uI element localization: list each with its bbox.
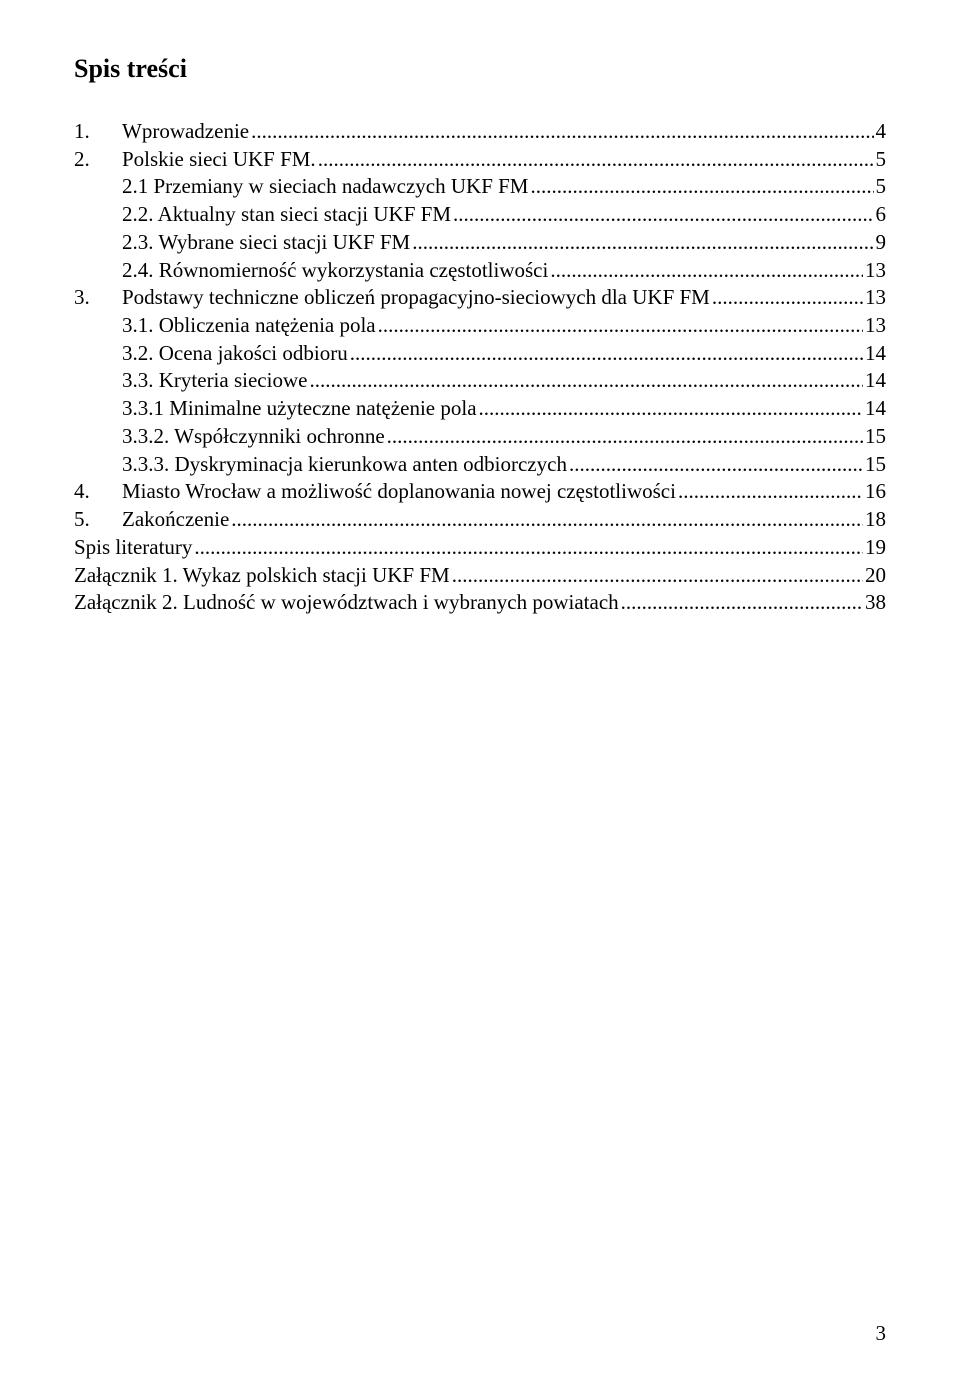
toc-entry-page: 18 (865, 506, 886, 534)
toc-entry: 3.3.3. Dyskryminacja kierunkowa anten od… (74, 451, 886, 479)
toc-entry: Załącznik 1. Wykaz polskich stacji UKF F… (74, 562, 886, 590)
toc-entry-page: 16 (865, 478, 886, 506)
toc-entry-page: 14 (865, 367, 886, 395)
toc-entry-label: 2.3. Wybrane sieci stacji UKF FM (122, 229, 410, 257)
toc-entry-title: Zakończenie (122, 507, 229, 531)
toc-leader-dots (712, 284, 863, 312)
toc-entry: 3.3.1 Minimalne użyteczne natężenie pola… (74, 395, 886, 423)
toc-leader-dots (412, 229, 873, 257)
toc-leader-dots (621, 589, 863, 617)
toc-entry-page: 15 (865, 423, 886, 451)
toc-entry-label: 3.3.1 Minimalne użyteczne natężenie pola (122, 395, 477, 423)
table-of-contents: 1.Wprowadzenie42.Polskie sieci UKF FM.52… (74, 118, 886, 617)
toc-entry-label: 3.3.2. Współczynniki ochronne (122, 423, 385, 451)
toc-entry-page: 20 (865, 562, 886, 590)
toc-entry-number: 1. (74, 118, 122, 146)
toc-leader-dots (231, 506, 863, 534)
toc-entry-number: 5. (74, 506, 122, 534)
toc-entry-label: 3.Podstawy techniczne obliczeń propagacy… (74, 284, 710, 312)
toc-entry-label: Załącznik 2. Ludność w województwach i w… (74, 589, 619, 617)
toc-entry-label: 5.Zakończenie (74, 506, 229, 534)
toc-entry-label: 3.3.3. Dyskryminacja kierunkowa anten od… (122, 451, 567, 479)
toc-leader-dots (194, 534, 863, 562)
toc-leader-dots (569, 451, 863, 479)
toc-entry: 3.1. Obliczenia natężenia pola 13 (74, 312, 886, 340)
toc-entry-title: Polskie sieci UKF FM. (122, 147, 316, 171)
toc-entry: 3.Podstawy techniczne obliczeń propagacy… (74, 284, 886, 312)
toc-leader-dots (318, 146, 874, 174)
toc-entry-number: 4. (74, 478, 122, 506)
toc-entry-page: 38 (865, 589, 886, 617)
toc-entry: 3.2. Ocena jakości odbioru 14 (74, 340, 886, 368)
toc-entry: 3.3.2. Współczynniki ochronne 15 (74, 423, 886, 451)
toc-entry-number: 3. (74, 284, 122, 312)
toc-entry-page: 14 (865, 395, 886, 423)
toc-entry-label: 3.1. Obliczenia natężenia pola (122, 312, 376, 340)
toc-leader-dots (453, 201, 874, 229)
toc-entry: 2.1 Przemiany w sieciach nadawczych UKF … (74, 173, 886, 201)
toc-entry: 2.3. Wybrane sieci stacji UKF FM 9 (74, 229, 886, 257)
toc-entry-page: 5 (876, 173, 887, 201)
toc-entry-page: 13 (865, 284, 886, 312)
toc-entry-number: 2. (74, 146, 122, 174)
toc-entry: 3.3. Kryteria sieciowe 14 (74, 367, 886, 395)
toc-leader-dots (452, 562, 863, 590)
toc-entry: 2.4. Równomierność wykorzystania częstot… (74, 257, 886, 285)
toc-leader-dots (309, 367, 863, 395)
toc-leader-dots (350, 340, 863, 368)
toc-entry-page: 19 (865, 534, 886, 562)
toc-entry-label: 4.Miasto Wrocław a możliwość doplanowani… (74, 478, 676, 506)
toc-entry-page: 15 (865, 451, 886, 479)
toc-entry-title: Podstawy techniczne obliczeń propagacyjn… (122, 285, 710, 309)
toc-entry-label: 2.2. Aktualny stan sieci stacji UKF FM (122, 201, 451, 229)
toc-entry: 5.Zakończenie 18 (74, 506, 886, 534)
toc-leader-dots (251, 118, 873, 146)
toc-leader-dots (387, 423, 863, 451)
toc-entry-label: 3.2. Ocena jakości odbioru (122, 340, 348, 368)
toc-leader-dots (378, 312, 863, 340)
toc-entry-page: 4 (876, 118, 887, 146)
toc-entry-page: 5 (876, 146, 887, 174)
toc-entry-title: Miasto Wrocław a możliwość doplanowania … (122, 479, 676, 503)
toc-entry-label: 3.3. Kryteria sieciowe (122, 367, 307, 395)
page: Spis treści 1.Wprowadzenie42.Polskie sie… (0, 0, 960, 1386)
toc-entry: Spis literatury 19 (74, 534, 886, 562)
toc-entry-title: Wprowadzenie (122, 119, 249, 143)
toc-entry-label: 1.Wprowadzenie (74, 118, 249, 146)
toc-entry-label: Załącznik 1. Wykaz polskich stacji UKF F… (74, 562, 450, 590)
toc-leader-dots (479, 395, 863, 423)
toc-entry: Załącznik 2. Ludność w województwach i w… (74, 589, 886, 617)
toc-entry-label: 2.4. Równomierność wykorzystania częstot… (122, 257, 548, 285)
toc-leader-dots (530, 173, 873, 201)
toc-entry-page: 9 (876, 229, 887, 257)
toc-entry-page: 13 (865, 257, 886, 285)
toc-entry: 1.Wprowadzenie 4 (74, 118, 886, 146)
toc-entry-page: 13 (865, 312, 886, 340)
toc-entry: 2.Polskie sieci UKF FM. 5 (74, 146, 886, 174)
toc-entry: 4.Miasto Wrocław a możliwość doplanowani… (74, 478, 886, 506)
toc-heading: Spis treści (74, 54, 886, 84)
toc-entry-label: 2.1 Przemiany w sieciach nadawczych UKF … (122, 173, 528, 201)
toc-entry-label: 2.Polskie sieci UKF FM. (74, 146, 316, 174)
toc-leader-dots (678, 478, 863, 506)
toc-entry-page: 14 (865, 340, 886, 368)
toc-entry-label: Spis literatury (74, 534, 192, 562)
toc-entry: 2.2. Aktualny stan sieci stacji UKF FM 6 (74, 201, 886, 229)
toc-leader-dots (550, 257, 863, 285)
page-number: 3 (876, 1321, 887, 1346)
toc-entry-page: 6 (876, 201, 887, 229)
